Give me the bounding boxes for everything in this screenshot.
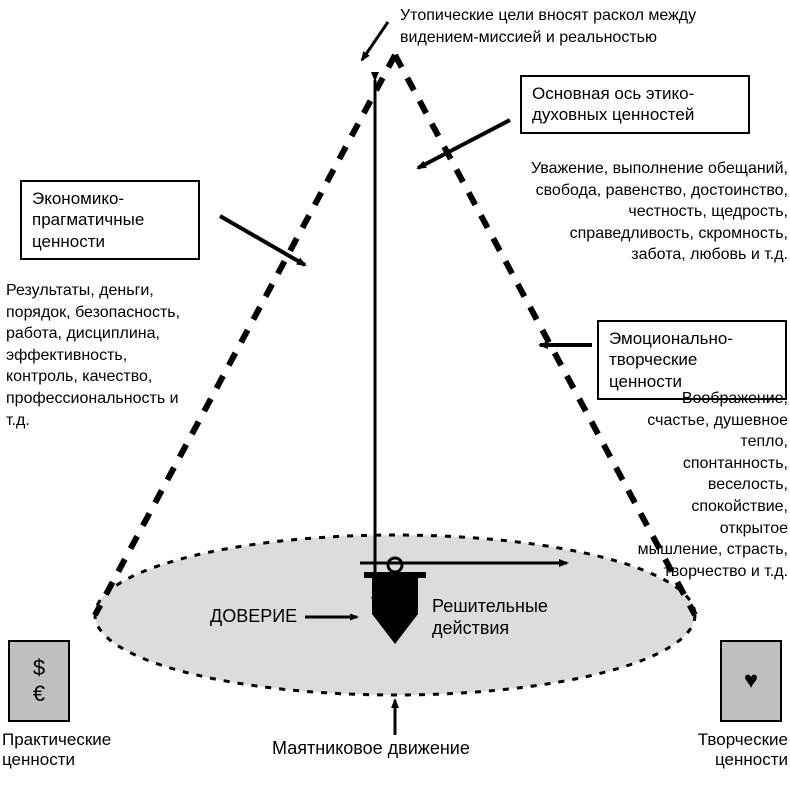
right-card: ♥ — [720, 640, 782, 722]
right-box-top: Основная ось этико-духовных ценностей — [520, 75, 750, 134]
right-list-top: Уважение, выполнение обещаний, свобода, … — [530, 158, 788, 266]
left-card: $ € — [8, 640, 70, 722]
dollar-icon: $ — [33, 655, 45, 681]
top-note-text: Утопические цели вносят раскол между вид… — [400, 5, 770, 48]
trust-label: ДОВЕРИЕ — [210, 606, 297, 627]
left-box: Экономико-прагматичные ценности — [20, 180, 200, 260]
bottom-right-label: Творческие ценности — [686, 730, 788, 771]
right-list-bottom: Воображение, счастье, душевное тепло, сп… — [636, 388, 788, 582]
euro-icon: € — [33, 681, 45, 707]
bottom-left-label: Практические ценности — [2, 730, 132, 771]
actions-label: Решительные действия — [432, 596, 572, 639]
pendulum-motion-label: Маятниковое движение — [272, 738, 470, 759]
left-list: Результаты, деньги, порядок, безопасност… — [6, 280, 186, 431]
top-note-arrow — [362, 22, 388, 60]
heart-icon: ♥ — [744, 667, 758, 695]
